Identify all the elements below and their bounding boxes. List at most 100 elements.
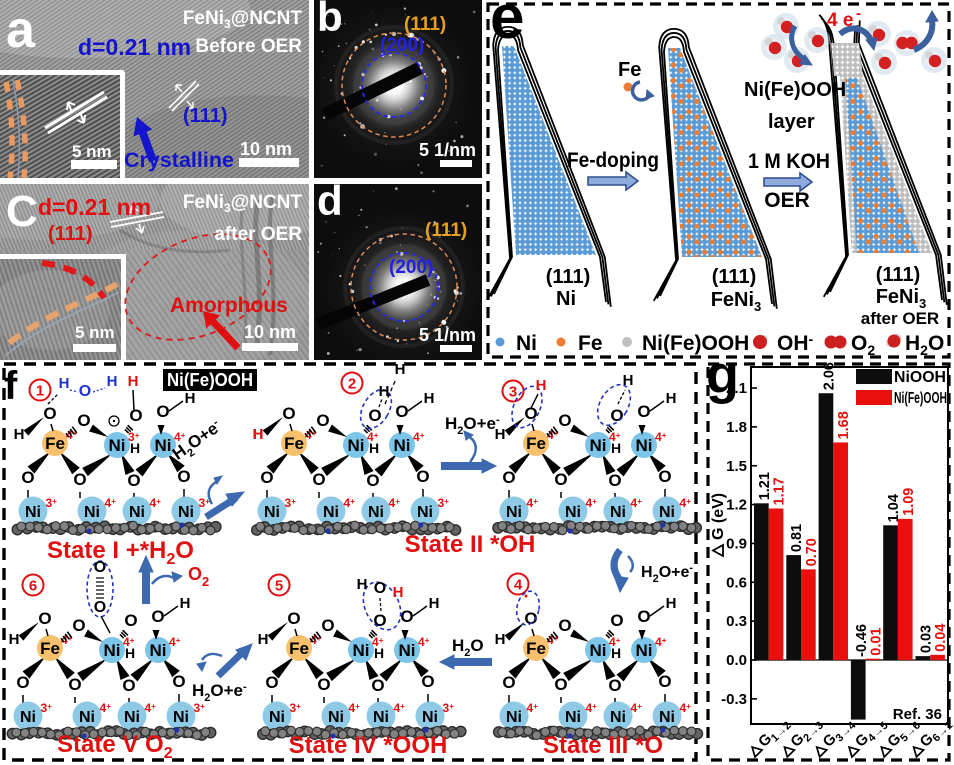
svg-text:Fe: Fe [526, 434, 546, 453]
svg-text:O: O [77, 411, 90, 430]
svg-text:O: O [524, 609, 537, 628]
svg-text:H: H [611, 645, 621, 661]
svg-text:Ni: Ni [150, 641, 167, 660]
svg-text:4+: 4+ [367, 430, 379, 444]
svg-text:1.17: 1.17 [772, 477, 788, 505]
svg-text:4+: 4+ [105, 496, 117, 510]
svg-text:H2O+e-: H2O+e- [445, 414, 500, 437]
svg-text:O: O [21, 468, 34, 487]
svg-text:4+: 4+ [372, 635, 384, 649]
svg-text:OH-: OH- [777, 331, 814, 355]
svg-text:1.09: 1.09 [901, 488, 917, 516]
svg-text:O: O [129, 406, 142, 425]
svg-text:4: 4 [514, 577, 523, 594]
svg-text:Ni: Ni [353, 641, 370, 660]
svg-text:(200): (200) [380, 35, 424, 56]
svg-text:H: H [379, 383, 390, 400]
svg-text:O: O [94, 559, 106, 576]
svg-text:2: 2 [202, 574, 209, 589]
svg-text:G (eV): G (eV) [710, 493, 727, 540]
svg-text:0.6: 0.6 [726, 574, 747, 591]
svg-text:H: H [393, 584, 404, 601]
svg-text:Ni: Ni [79, 709, 95, 726]
svg-text:O: O [16, 673, 29, 692]
svg-text:Fe-doping: Fe-doping [567, 149, 659, 172]
svg-text:5: 5 [275, 578, 283, 595]
svg-text:H: H [258, 631, 269, 648]
svg-text:1: 1 [36, 383, 44, 400]
svg-text:Ni: Ni [659, 709, 675, 726]
svg-text:4+: 4+ [586, 496, 598, 510]
svg-text:FeNi3@NCNT: FeNi3@NCNT [183, 192, 303, 215]
svg-text:O: O [38, 609, 51, 628]
svg-text:FeNi3@NCNT: FeNi3@NCNT [183, 8, 303, 31]
svg-text:3+: 3+ [285, 496, 297, 510]
svg-text:4+: 4+ [145, 701, 157, 715]
svg-text:5 1/nm: 5 1/nm [419, 140, 476, 160]
svg-text:OER: OER [764, 189, 810, 212]
svg-text:-0.46: -0.46 [854, 624, 870, 657]
svg-text:Ni: Ni [399, 641, 416, 660]
svg-text:6: 6 [29, 578, 37, 595]
svg-text:Before OER: Before OER [195, 36, 302, 57]
svg-text:2.1: 2.1 [726, 380, 747, 397]
svg-text:H: H [374, 645, 384, 661]
svg-text:(111): (111) [712, 266, 756, 288]
svg-text:O: O [395, 402, 408, 421]
svg-text:b: b [317, 0, 343, 40]
svg-text:Fe: Fe [618, 59, 641, 81]
svg-text:Ni: Ni [178, 504, 194, 521]
svg-text:H: H [623, 372, 634, 389]
svg-text:Ni: Ni [590, 641, 607, 660]
svg-text:4+: 4+ [174, 430, 186, 444]
svg-text:4+: 4+ [150, 496, 162, 510]
svg-text:4+: 4+ [680, 701, 692, 715]
svg-text:(111): (111) [183, 105, 227, 127]
svg-text:Crystalline: Crystalline [124, 148, 234, 172]
svg-text:H: H [185, 390, 196, 407]
svg-text:H: H [253, 426, 264, 443]
svg-text:Ni: Ni [104, 641, 121, 660]
svg-text:5 nm: 5 nm [75, 323, 115, 342]
svg-text:Ni: Ni [636, 436, 653, 455]
svg-text:4+: 4+ [123, 635, 135, 649]
svg-text:(111): (111) [404, 14, 446, 35]
svg-text:State I +*H2O: State I +*H2O [47, 537, 194, 568]
svg-text:H: H [395, 361, 406, 378]
svg-text:Ni: Ni [129, 504, 145, 521]
svg-text:0.81: 0.81 [789, 524, 805, 552]
svg-text:H: H [9, 631, 20, 648]
svg-text:O: O [371, 676, 384, 695]
svg-text:O: O [524, 404, 537, 423]
svg-text:Fe: Fe [526, 639, 546, 658]
svg-text:O: O [374, 580, 386, 597]
svg-text:0.01: 0.01 [868, 627, 884, 655]
svg-text:Ni: Ni [25, 504, 41, 521]
svg-text:O: O [79, 383, 91, 400]
svg-text:O: O [608, 676, 621, 695]
svg-text:d: d [317, 177, 343, 224]
svg-text:H2O+e-: H2O+e- [641, 562, 693, 585]
svg-text:State II *OH: State II *OH [405, 531, 536, 558]
svg-text:O: O [312, 470, 325, 489]
svg-text:0.70: 0.70 [804, 538, 820, 566]
svg-text:0.04: 0.04 [933, 624, 949, 652]
svg-text:H: H [14, 426, 25, 443]
svg-text:1.21: 1.21 [757, 472, 773, 500]
svg-text:O: O [287, 609, 300, 628]
svg-text:H: H [107, 373, 118, 390]
svg-text:O: O [637, 607, 650, 626]
svg-text:O: O [558, 616, 571, 635]
svg-text:O: O [610, 406, 623, 425]
svg-text:H2O+e-: H2O+e- [169, 416, 227, 466]
svg-text:4+: 4+ [394, 701, 406, 715]
svg-text:O: O [156, 402, 169, 421]
svg-text:Ni: Ni [84, 504, 100, 521]
svg-text:H: H [130, 440, 140, 456]
svg-text:after OER: after OER [214, 224, 302, 245]
svg-text:State IV *OOH: State IV *OOH [289, 732, 448, 759]
svg-text:(111): (111) [425, 220, 467, 241]
svg-text:4+: 4+ [655, 430, 667, 444]
svg-text:a: a [6, 1, 36, 59]
svg-text:3+: 3+ [438, 496, 450, 510]
